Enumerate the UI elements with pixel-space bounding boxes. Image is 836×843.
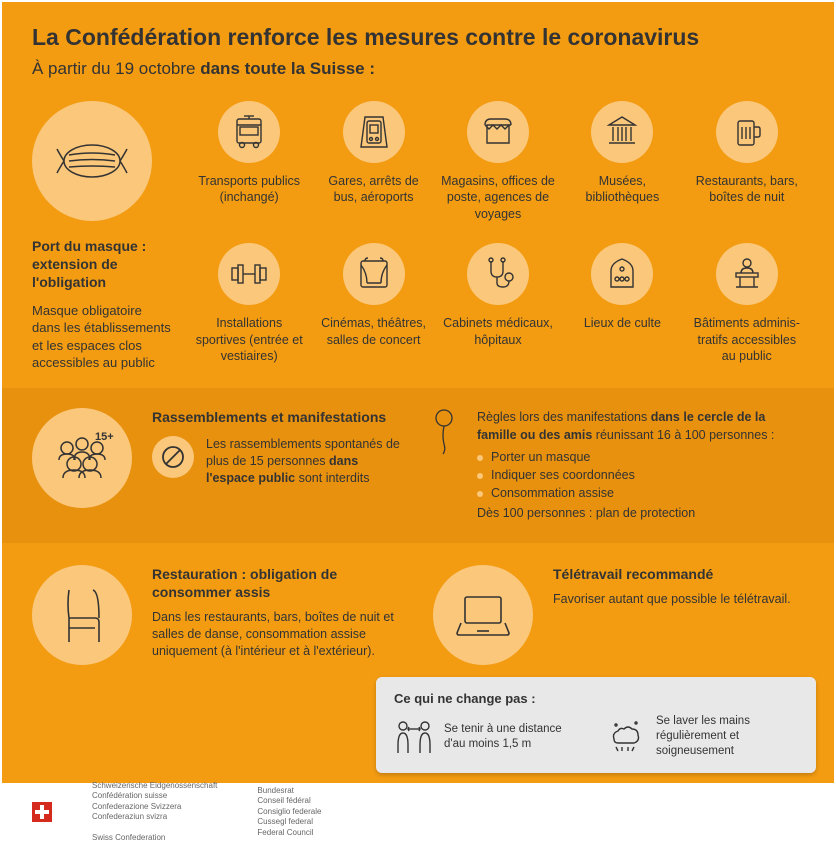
resto-title: Restauration : obligation de consommer a… xyxy=(152,565,403,601)
place-label: Installations sportives (entrée et vesti… xyxy=(192,315,306,364)
distance-icon xyxy=(394,717,434,757)
footer: Schweizerische Eidgenossenschaft Confédé… xyxy=(2,783,834,841)
wash-icon xyxy=(606,717,646,757)
place-cell: Restaurants, bars, boîtes de nuit xyxy=(690,101,804,229)
subtitle-pre: À partir du 19 octobre xyxy=(32,59,200,78)
place-label: Transports publics (inchangé) xyxy=(192,173,306,206)
theatre-icon xyxy=(343,243,405,305)
place-cell: Installations sportives (entrée et vesti… xyxy=(192,243,306,371)
svg-text:15+: 15+ xyxy=(95,431,114,443)
place-label: Lieux de culte xyxy=(565,315,679,331)
laptop-icon xyxy=(433,565,533,665)
shop-icon xyxy=(467,101,529,163)
tele-text: Télétravail recommandé Favoriser autant … xyxy=(553,565,791,665)
place-cell: Musées, bibliothèques xyxy=(565,101,679,229)
train-icon xyxy=(343,101,405,163)
mask-column: Port du masque : extension de l'obligati… xyxy=(32,101,192,372)
place-label: Cabinets médicaux, hôpitaux xyxy=(441,315,555,348)
place-cell: Magasins, offices de poste, agences de v… xyxy=(441,101,555,229)
place-cell: Bâtiments adminis-tratifs accessibles au… xyxy=(690,243,804,371)
beer-icon xyxy=(716,101,778,163)
gatherings-title: Rassemblements et manifestations xyxy=(152,408,403,426)
place-label: Musées, bibliothèques xyxy=(565,173,679,206)
worship-icon xyxy=(591,243,653,305)
council-text: Bundesrat Conseil fédéral Consiglio fede… xyxy=(257,786,321,838)
subtitle-bold: dans toute la Suisse : xyxy=(200,59,375,78)
swiss-flag-icon xyxy=(32,802,52,822)
place-label: Restaurants, bars, boîtes de nuit xyxy=(690,173,804,206)
unchanged-text: Se tenir à une distance d'au moins 1,5 m xyxy=(444,722,586,752)
unchanged-item: Se laver les mains régulièrement et soig… xyxy=(606,714,798,759)
rules-after: Dès 100 personnes : plan de protection xyxy=(477,504,804,522)
place-cell: Lieux de culte xyxy=(565,243,679,371)
forbidden-icon xyxy=(152,436,194,478)
tele-body: Favoriser autant que possible le télétra… xyxy=(553,591,791,608)
dumbbell-icon xyxy=(218,243,280,305)
gatherings-left: 15+ Rassemblements et manifestations Les… xyxy=(32,408,403,523)
page-title: La Confédération renforce les mesures co… xyxy=(32,24,804,51)
place-label: Bâtiments adminis-tratifs accessibles au… xyxy=(690,315,804,364)
unchanged-text: Se laver les mains régulièrement et soig… xyxy=(656,714,798,759)
place-label: Cinémas, théâtres, salles de concert xyxy=(316,315,430,348)
resto-body: Dans les restaurants, bars, boîtes de nu… xyxy=(152,609,403,660)
unchanged-item: Se tenir à une distance d'au moins 1,5 m xyxy=(394,714,586,759)
balloon-icon xyxy=(433,408,461,523)
rules-intro: Règles lors des manifestations dans le c… xyxy=(477,408,804,444)
admin-icon xyxy=(716,243,778,305)
place-cell: Cinémas, théâtres, salles de concert xyxy=(316,243,430,371)
stethoscope-icon xyxy=(467,243,529,305)
place-cell: Cabinets médicaux, hôpitaux xyxy=(441,243,555,371)
rule-item: Indiquer ses coordonnées xyxy=(477,466,804,484)
rule-item: Consommation assise xyxy=(477,484,804,502)
section-mask: Port du masque : extension de l'obligati… xyxy=(2,91,834,388)
gatherings-text: Rassemblements et manifestations Les ras… xyxy=(152,408,403,523)
section-resto-tele: Restauration : obligation de consommer a… xyxy=(2,543,834,687)
place-cell: Gares, arrêts de bus, aéroports xyxy=(316,101,430,229)
mask-desc: Masque obligatoire dans les établissemen… xyxy=(32,302,172,372)
gatherings-body: Les rassemblements spontanés de plus de … xyxy=(152,436,403,487)
place-cell: Transports publics (inchangé) xyxy=(192,101,306,229)
chair-icon xyxy=(32,565,132,665)
confederation-text: Schweizerische Eidgenossenschaft Confédé… xyxy=(92,781,217,843)
tele-col: Télétravail recommandé Favoriser autant … xyxy=(433,565,804,665)
gatherings-desc: Les rassemblements spontanés de plus de … xyxy=(206,436,403,487)
place-label: Magasins, offices de poste, agences de v… xyxy=(441,173,555,222)
rule-item: Porter un masque xyxy=(477,448,804,466)
group-icon: 15+ xyxy=(32,408,132,508)
place-label: Gares, arrêts de bus, aéroports xyxy=(316,173,430,206)
section-gatherings: 15+ Rassemblements et manifestations Les… xyxy=(2,388,834,543)
subtitle: À partir du 19 octobre dans toute la Sui… xyxy=(32,59,804,79)
mask-title: Port du masque : extension de l'obligati… xyxy=(32,237,172,292)
museum-icon xyxy=(591,101,653,163)
resto-text: Restauration : obligation de consommer a… xyxy=(152,565,403,665)
tele-title: Télétravail recommandé xyxy=(553,565,791,583)
mask-icon xyxy=(32,101,152,221)
bus-icon xyxy=(218,101,280,163)
unchanged-items: Se tenir à une distance d'au moins 1,5 m… xyxy=(394,714,798,759)
places-grid: Transports publics (inchangé) Gares, arrê… xyxy=(192,101,804,372)
rules-text: Règles lors des manifestations dans le c… xyxy=(477,408,804,523)
rules-right: Règles lors des manifestations dans le c… xyxy=(433,408,804,523)
unchanged-title: Ce qui ne change pas : xyxy=(394,691,798,706)
rules-list: Porter un masqueIndiquer ses coordonnées… xyxy=(477,448,804,502)
poster: La Confédération renforce les mesures co… xyxy=(2,2,834,841)
unchanged-box: Ce qui ne change pas : Se tenir à une di… xyxy=(376,677,816,773)
header: La Confédération renforce les mesures co… xyxy=(2,2,834,91)
resto-col: Restauration : obligation de consommer a… xyxy=(32,565,403,665)
